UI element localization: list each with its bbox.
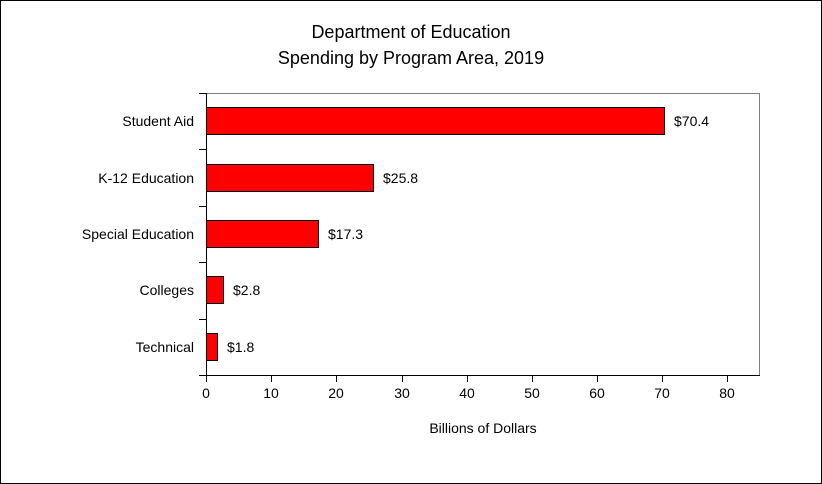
chart-title: Department of Education Spending by Prog… (1, 19, 821, 71)
x-axis-tick (467, 375, 468, 382)
category-label: Technical (135, 338, 194, 355)
y-axis-tick (199, 206, 206, 207)
x-axis-tick (402, 375, 403, 382)
bar (206, 276, 224, 304)
chart-title-line2: Spending by Program Area, 2019 (277, 48, 545, 68)
y-axis-tick (199, 319, 206, 320)
x-axis-tick (662, 375, 663, 382)
x-axis-tick (271, 375, 272, 382)
y-axis-tick (199, 149, 206, 150)
bar-value-label: $70.4 (674, 113, 710, 130)
plot-border (206, 93, 760, 375)
x-axis-tick-label: 0 (202, 385, 210, 401)
x-axis-tick-label: 10 (263, 385, 279, 401)
bar-value-label: $25.8 (383, 169, 419, 186)
category-label: K-12 Education (98, 169, 194, 186)
bar (206, 220, 319, 248)
x-axis-tick (597, 375, 598, 382)
x-axis-line (206, 375, 760, 376)
category-label: Colleges (139, 282, 194, 299)
x-axis-tick-label: 70 (654, 385, 670, 401)
x-axis-tick-label: 60 (589, 385, 605, 401)
chart-title-line1: Department of Education (311, 22, 511, 42)
bar-value-label: $1.8 (227, 338, 255, 355)
x-axis-tick-label: 30 (394, 385, 410, 401)
bar (206, 164, 374, 192)
y-axis-tick (199, 375, 206, 376)
category-label: Student Aid (122, 113, 194, 130)
x-axis-tick-label: 40 (459, 385, 475, 401)
x-axis-tick (532, 375, 533, 382)
x-axis-tick (336, 375, 337, 382)
x-axis-title: Billions of Dollars (429, 420, 537, 436)
x-axis-tick-label: 20 (328, 385, 344, 401)
y-axis-tick (199, 262, 206, 263)
x-axis-tick-label: 80 (719, 385, 735, 401)
bar-value-label: $2.8 (233, 282, 261, 299)
y-axis-tick (199, 93, 206, 94)
x-axis-tick-label: 50 (524, 385, 540, 401)
bar (206, 333, 218, 361)
category-label: Special Education (81, 225, 194, 242)
x-axis-tick (206, 375, 207, 382)
bar-value-label: $17.3 (328, 225, 364, 242)
x-axis-tick (727, 375, 728, 382)
bar (206, 107, 665, 135)
